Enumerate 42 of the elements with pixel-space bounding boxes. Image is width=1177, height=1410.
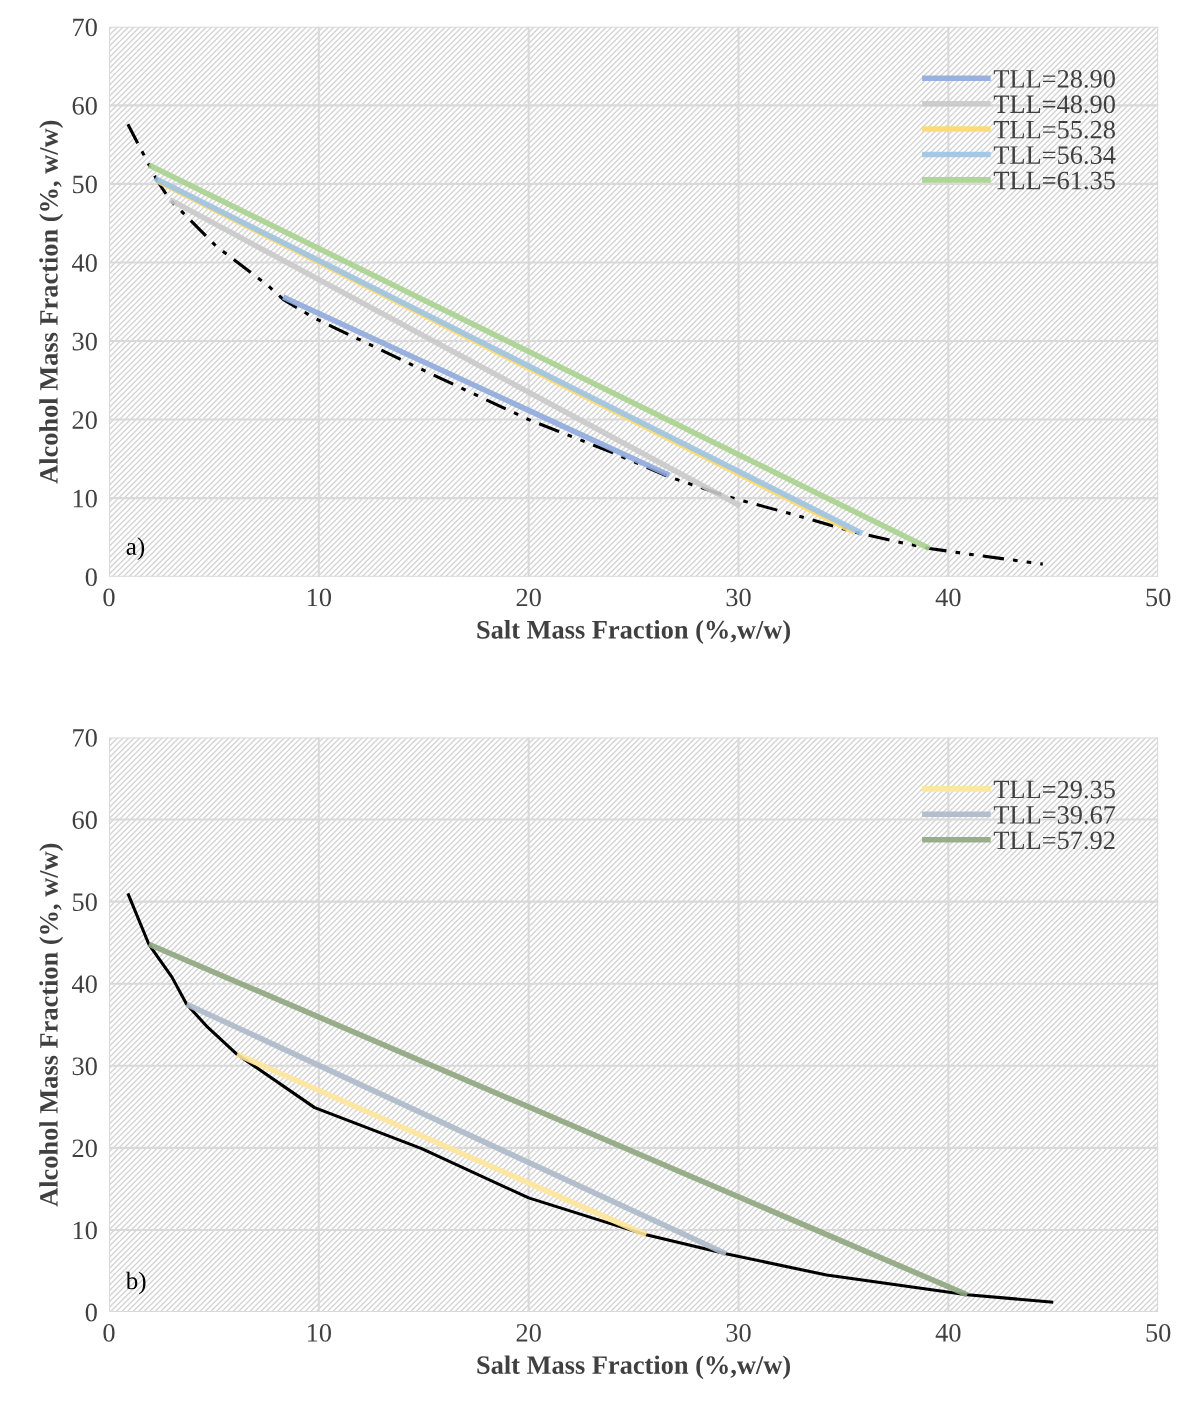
x-tick-label: 0 [103, 588, 115, 607]
y-tick-label: 70 [73, 729, 97, 747]
x-tick-label: 20 [516, 1323, 541, 1342]
x-tick-label: 40 [935, 1323, 961, 1342]
x-tick-label: 40 [935, 588, 961, 607]
x-axis-title: Salt Mass Fraction (%,w/w) [477, 1355, 790, 1380]
legend-label: TLL=28.90 [993, 69, 1115, 88]
y-tick-label: 20 [72, 1139, 97, 1158]
y-tick-label: 50 [73, 893, 97, 912]
legend-label: TLL=39.67 [993, 806, 1116, 824]
x-tick-label: 50 [1146, 1323, 1171, 1342]
y-axis-title: Alcohol Mass Fraction (%, w/w) [39, 120, 64, 484]
x-tick-label: 10 [307, 1323, 332, 1342]
y-tick-label: 10 [73, 1221, 97, 1240]
legend-label: TLL=55.28 [993, 120, 1115, 139]
y-axis-title: Alcohol Mass Fraction (%, w/w) [39, 843, 64, 1207]
x-tick-label: 30 [726, 1323, 751, 1342]
y-tick-label: 0 [85, 568, 97, 587]
x-tick-label: 0 [103, 1323, 115, 1342]
x-axis-title: Salt Mass Fraction (%,w/w) [477, 620, 790, 644]
y-tick-label: 30 [72, 1057, 97, 1076]
x-tick-label: 30 [726, 588, 751, 607]
y-tick-label: 0 [85, 1303, 97, 1322]
legend-label: TLL=48.90 [993, 95, 1115, 114]
x-tick-label: 20 [516, 588, 541, 607]
x-tick-label: 10 [307, 588, 332, 607]
annotation: a) [126, 537, 145, 561]
y-tick-label: 60 [72, 811, 97, 829]
y-tick-label: 70 [73, 18, 97, 37]
x-tick-label: 50 [1146, 588, 1171, 607]
y-tick-label: 10 [73, 489, 97, 508]
legend-label: TLL=29.35 [993, 780, 1115, 799]
y-tick-label: 40 [72, 254, 97, 272]
y-tick-label: 40 [72, 975, 97, 994]
annotation: b) [125, 1271, 146, 1295]
legend-label: TLL=61.35 [993, 171, 1115, 190]
legend-label: TLL=56.34 [993, 146, 1116, 165]
y-tick-label: 60 [72, 96, 97, 115]
legend-label: TLL=57.92 [993, 831, 1115, 850]
y-tick-label: 20 [72, 411, 97, 429]
y-tick-label: 50 [73, 175, 97, 194]
y-tick-label: 30 [72, 332, 97, 351]
